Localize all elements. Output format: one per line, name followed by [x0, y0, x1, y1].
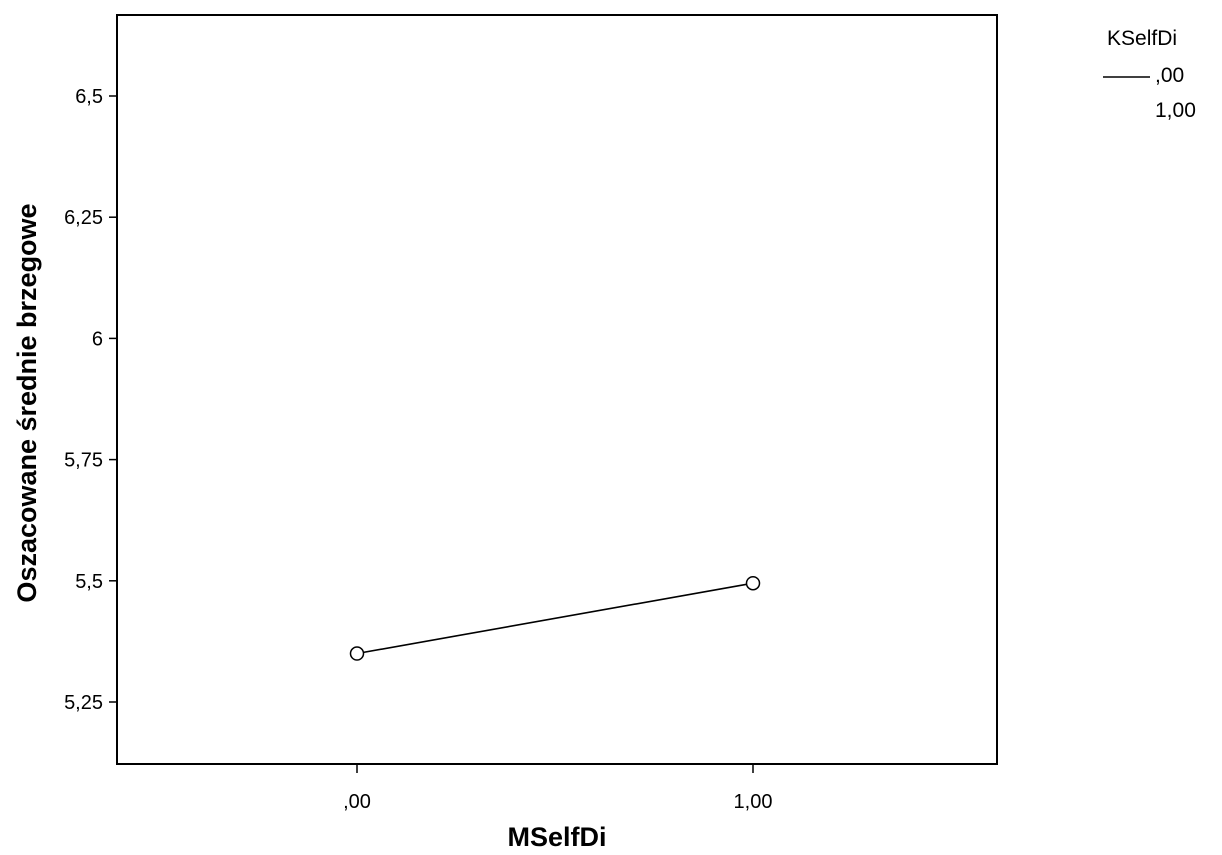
- y-tick-label-0: 5,25: [64, 692, 103, 714]
- y-tick-label-4: 6,25: [64, 207, 103, 229]
- legend: KSelfDi ,00 1,00: [1103, 27, 1196, 122]
- series-layer: [349, 575, 761, 661]
- y-tick-label-3: 6: [92, 328, 103, 350]
- data-point-0-0: [349, 646, 365, 661]
- x-axis-ticks: ,00 1,00: [343, 764, 772, 813]
- y-tick-label-5: 6,5: [75, 86, 103, 108]
- legend-entry-1: 1,00: [1155, 99, 1196, 122]
- data-point-0-1: [745, 575, 761, 591]
- y-axis-title: Oszacowane średnie brzegowe: [12, 203, 42, 602]
- legend-entry-0: ,00: [1155, 64, 1184, 87]
- y-tick-label-1: 5,5: [75, 571, 103, 593]
- series-line-0: [356, 582, 754, 655]
- y-axis-ticks: 5,25 5,5 5,75 6 6,25 6,5: [64, 86, 117, 714]
- y-tick-label-2: 5,75: [64, 450, 103, 472]
- legend-title: KSelfDi: [1107, 27, 1177, 50]
- x-axis-title: MSelfDi: [507, 822, 606, 852]
- plot-area: [116, 14, 998, 765]
- x-tick-label-1: 1,00: [734, 791, 773, 813]
- x-tick-label-0: ,00: [343, 791, 371, 813]
